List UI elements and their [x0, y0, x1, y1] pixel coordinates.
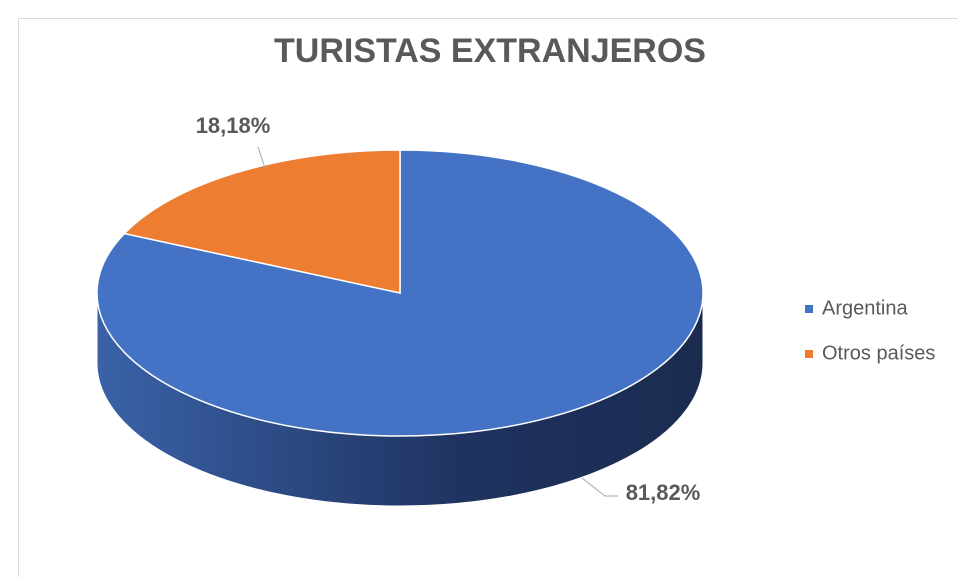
legend-marker [805, 305, 813, 313]
chart-border [18, 18, 958, 577]
legend-label: Argentina [822, 297, 908, 319]
leader-line [581, 477, 618, 497]
chart-title: TURISTAS EXTRANJEROS [274, 32, 706, 70]
data-label: 81,82% [626, 480, 701, 505]
data-label: 18,18% [196, 113, 271, 138]
leader-line [257, 146, 266, 169]
legend-marker [805, 350, 813, 358]
slice [122, 149, 401, 294]
legend-label: Otros países [822, 342, 935, 364]
